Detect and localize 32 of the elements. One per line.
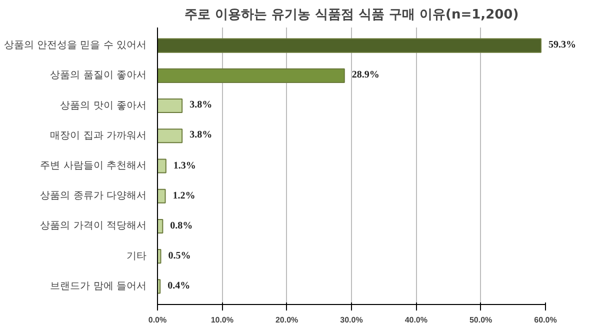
y-tick-label: 상품의 품질이 좋아서 — [50, 70, 146, 82]
x-tick-label: 10.0% — [210, 316, 234, 324]
data-label: 0.8% — [170, 220, 193, 232]
y-tick-label: 상품의 종류가 다양해서 — [40, 190, 146, 202]
x-tick-label: 50.0% — [469, 316, 492, 324]
x-tick-label: 20.0% — [275, 316, 298, 324]
chart-title: 주로 이용하는 유기농 식품점 식품 구매 이유(n=1,200) — [184, 8, 519, 22]
y-tick-label: 상품의 가격이 적당해서 — [40, 220, 146, 232]
bar — [158, 98, 183, 114]
y-tick-label: 브랜드가 맘에 들어서 — [50, 280, 146, 292]
x-tick-label: 30.0% — [340, 316, 363, 324]
bar — [158, 38, 542, 53]
data-label: 0.4% — [168, 280, 190, 292]
y-tick-label: 기타 — [126, 250, 146, 262]
x-tick-label: 0.0% — [148, 316, 167, 324]
x-tick-label: 40.0% — [404, 316, 428, 324]
data-label: 3.8% — [190, 100, 212, 111]
data-label: 0.5% — [168, 250, 191, 262]
bar — [158, 188, 166, 204]
data-label: 1.3% — [173, 160, 196, 171]
y-tick-label: 주변 사람들이 추천해서 — [40, 160, 146, 172]
bar — [158, 128, 183, 144]
data-label: 3.8% — [190, 130, 212, 141]
data-label: 28.9% — [352, 70, 380, 81]
bar — [158, 68, 345, 83]
bar — [158, 158, 166, 174]
data-label: 1.2% — [172, 190, 196, 202]
x-tick-label: 60.0% — [534, 316, 557, 324]
y-tick-label: 상품의 맛이 좋아서 — [60, 100, 146, 112]
y-tick-label: 매장이 집과 가까워서 — [50, 130, 146, 142]
data-label: 59.3% — [548, 40, 576, 51]
y-tick-label: 상품의 안전성을 믿을 수 있어서 — [4, 40, 147, 52]
